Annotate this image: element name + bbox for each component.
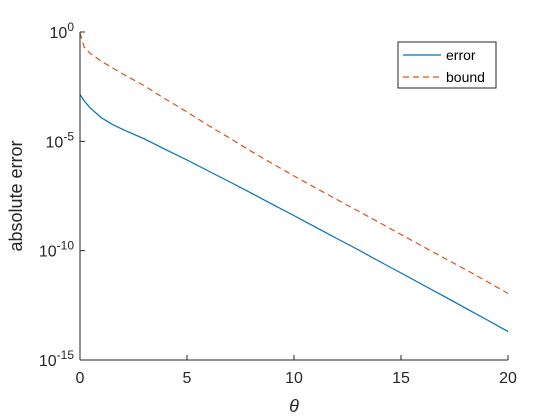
x-tick-label: 20 [499, 370, 517, 387]
legend: error bound [397, 41, 497, 89]
series-line-bound [79, 32, 509, 295]
legend-box [397, 41, 497, 89]
series-line-error [79, 94, 509, 333]
x-axis-label: θ [289, 396, 299, 416]
y-tick-label: 10-10 [39, 239, 74, 261]
x-tick-label: 15 [392, 370, 410, 387]
x-tick-label: 5 [183, 370, 192, 387]
x-tick-label: 10 [285, 370, 303, 387]
y-axis-label: absolute error [6, 140, 26, 251]
y-tick-label: 100 [50, 20, 75, 42]
y-tick-label: 10-15 [39, 348, 74, 370]
x-tick-label: 0 [76, 370, 85, 387]
y-tick-label: 10-5 [46, 129, 75, 151]
legend-label-error: error [446, 47, 476, 63]
series-layer [79, 32, 509, 333]
ticks-layer: 0 5 10 15 20 10-15 10-10 10-5 100 [39, 20, 517, 387]
legend-label-bound: bound [446, 69, 485, 85]
